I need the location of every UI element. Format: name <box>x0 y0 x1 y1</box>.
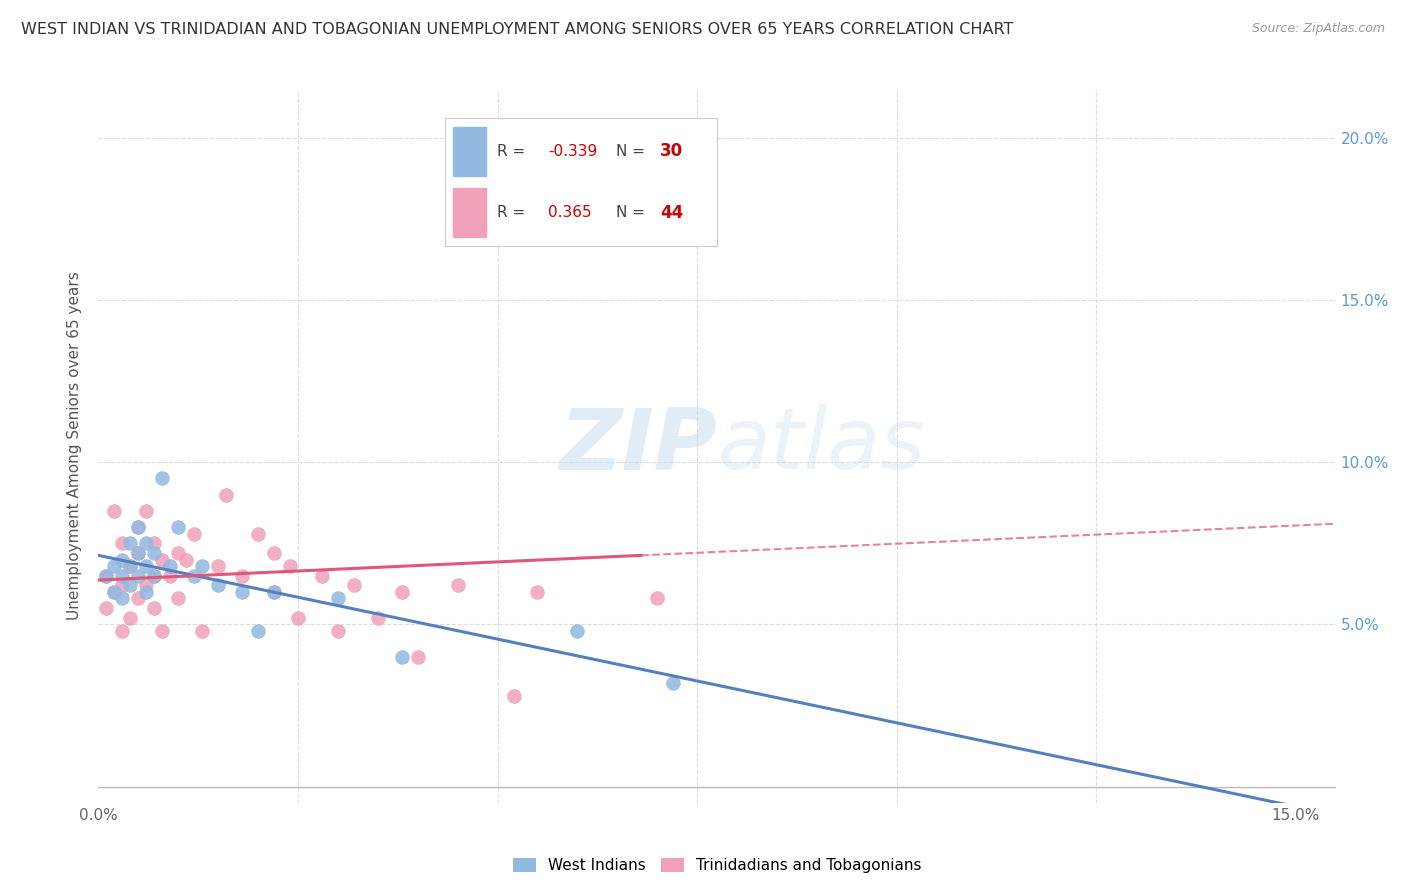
Point <box>183 568 205 582</box>
Point <box>111 552 134 566</box>
Point <box>96 568 118 582</box>
Point <box>143 568 166 582</box>
Point <box>96 601 118 615</box>
Point <box>343 578 366 592</box>
Point <box>135 559 157 574</box>
Point <box>326 624 349 638</box>
Point <box>446 578 468 592</box>
Point <box>127 520 149 534</box>
Point <box>111 591 134 606</box>
Point <box>174 552 197 566</box>
Point <box>111 568 134 582</box>
Point <box>247 526 270 541</box>
Text: Source: ZipAtlas.com: Source: ZipAtlas.com <box>1251 22 1385 36</box>
Point <box>287 611 309 625</box>
Point <box>103 585 125 599</box>
Point <box>159 559 181 574</box>
Point <box>326 591 349 606</box>
Point <box>135 536 157 550</box>
Point <box>135 578 157 592</box>
Point <box>191 624 214 638</box>
Point <box>406 649 429 664</box>
Point <box>150 471 173 485</box>
Point <box>159 568 181 582</box>
Text: WEST INDIAN VS TRINIDADIAN AND TOBAGONIAN UNEMPLOYMENT AMONG SENIORS OVER 65 YEA: WEST INDIAN VS TRINIDADIAN AND TOBAGONIA… <box>21 22 1014 37</box>
Point <box>103 504 125 518</box>
Point <box>567 624 589 638</box>
Point <box>311 568 333 582</box>
Point <box>191 559 214 574</box>
Point <box>135 585 157 599</box>
Point <box>167 520 190 534</box>
Legend: West Indians, Trinidadians and Tobagonians: West Indians, Trinidadians and Tobagonia… <box>505 850 929 880</box>
Y-axis label: Unemployment Among Seniors over 65 years: Unemployment Among Seniors over 65 years <box>67 272 83 620</box>
Point <box>278 559 301 574</box>
Point <box>111 536 134 550</box>
Point <box>263 585 285 599</box>
Point <box>135 504 157 518</box>
Point <box>502 689 524 703</box>
Point <box>662 675 685 690</box>
Point <box>127 568 149 582</box>
Point <box>526 585 548 599</box>
Point <box>120 611 142 625</box>
Point <box>582 221 605 235</box>
Point <box>263 546 285 560</box>
Point <box>183 526 205 541</box>
Point <box>207 578 229 592</box>
Point <box>150 624 173 638</box>
Point <box>247 624 270 638</box>
Point <box>167 546 190 560</box>
Point <box>111 578 134 592</box>
Point <box>645 591 668 606</box>
Point <box>231 585 253 599</box>
Point <box>103 559 125 574</box>
Point <box>111 624 134 638</box>
Point <box>231 568 253 582</box>
Text: atlas: atlas <box>717 404 925 488</box>
Point <box>143 568 166 582</box>
Point <box>263 585 285 599</box>
Point <box>127 591 149 606</box>
Point <box>391 649 413 664</box>
Text: ZIP: ZIP <box>560 404 717 488</box>
Point <box>367 611 389 625</box>
Point <box>127 546 149 560</box>
Point <box>167 591 190 606</box>
Point <box>120 578 142 592</box>
Point <box>143 601 166 615</box>
Point <box>150 552 173 566</box>
Point <box>127 546 149 560</box>
Point <box>127 520 149 534</box>
Point <box>96 568 118 582</box>
Point <box>120 536 142 550</box>
Point <box>120 559 142 574</box>
Point <box>120 559 142 574</box>
Point <box>103 585 125 599</box>
Point <box>143 536 166 550</box>
Point <box>143 546 166 560</box>
Point <box>215 488 238 502</box>
Point <box>391 585 413 599</box>
Point <box>207 559 229 574</box>
